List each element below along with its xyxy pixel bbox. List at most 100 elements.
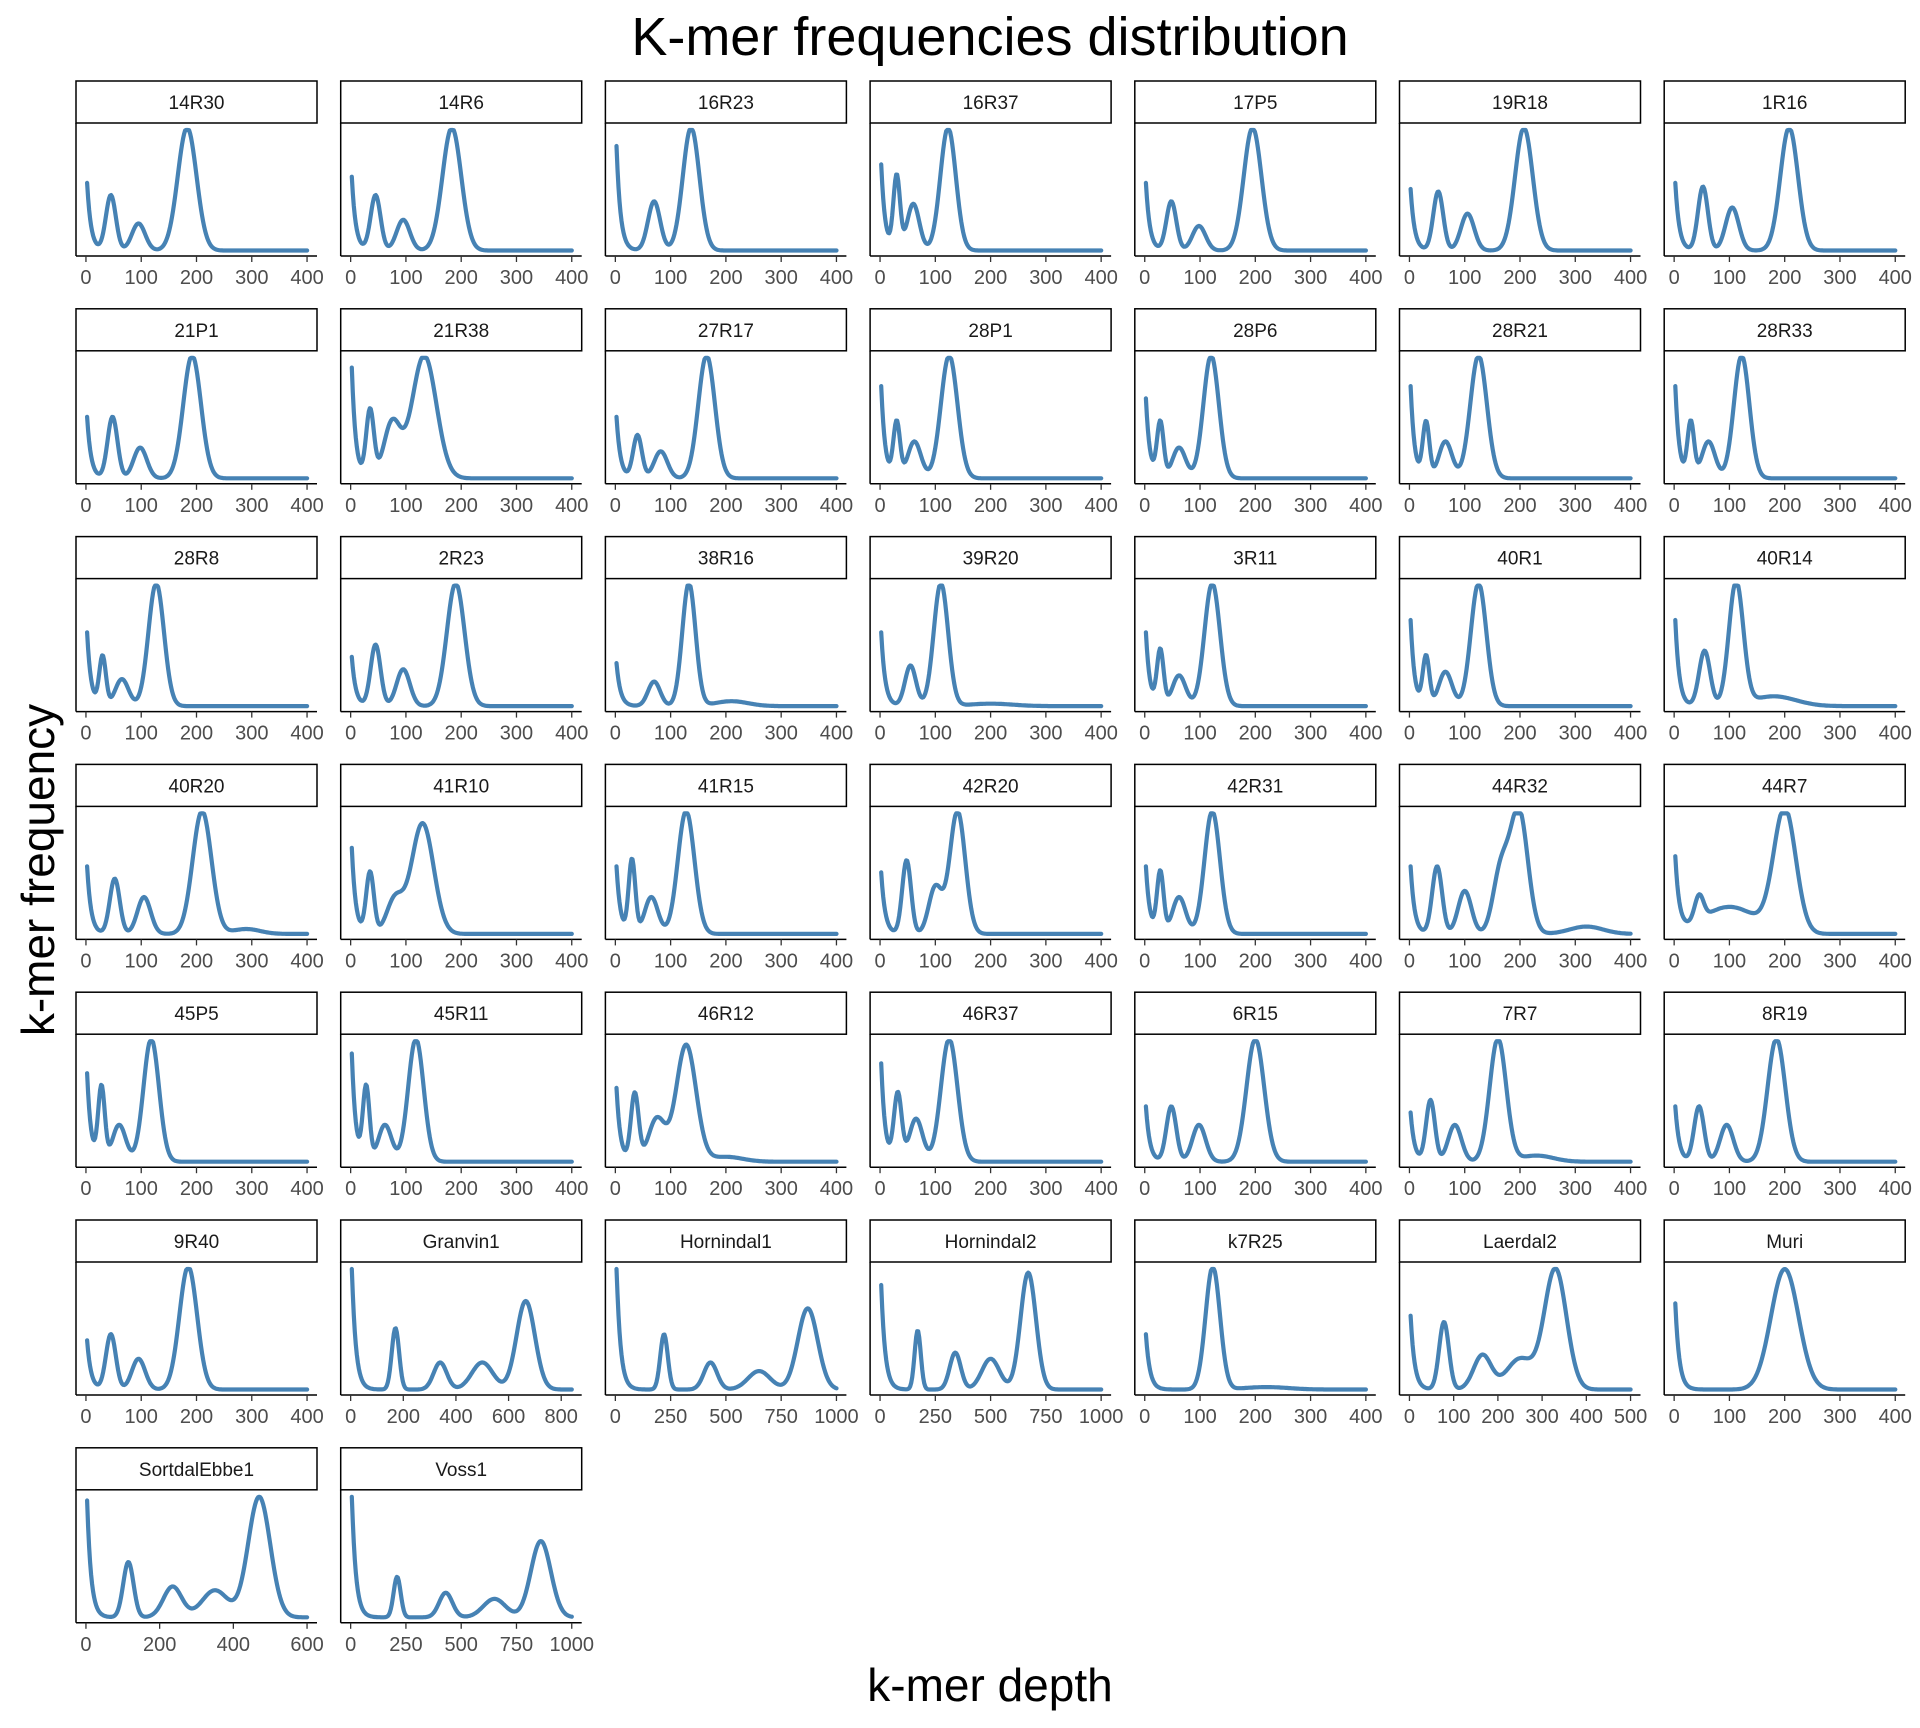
x-tick-label: 300 [1029,723,1062,745]
frequency-curve [1143,811,1368,936]
x-tick-label: 300 [1294,950,1327,972]
x-tick-label: 500 [709,1406,742,1428]
x-tick-label: 400 [1614,723,1647,745]
x-tick-label: 400 [1614,1178,1647,1200]
x-tick-label: 100 [125,1406,158,1428]
x-tick-label: 0 [1669,495,1680,517]
facet-strip [604,80,848,124]
facet-strip [1134,1219,1377,1263]
x-tick-label: 0 [610,495,621,517]
x-tick-label: 500 [1614,1406,1647,1428]
frequency-curve [879,811,1104,936]
facet-panel: 19R18 0 100 200 300 400 [1398,80,1647,289]
facet-label: 28P1 [968,321,1012,342]
x-tick-label: 0 [1404,1406,1415,1428]
facet-strip [75,763,318,808]
frequency-curve [614,127,839,253]
facet-panel: 16R37 0 100 200 300 400 [869,80,1118,289]
facet-panel: k7R25 0 100 200 300 400 [1134,1219,1383,1428]
facet-panel: SortdalEbbe1 0 200 400 600 [75,1447,324,1656]
frequency-curve [1143,583,1368,709]
facet-label: Hornindal1 [680,1232,772,1253]
x-tick-label: 300 [1559,495,1592,517]
facet-strip [75,1219,318,1263]
x-tick-label: 300 [1294,1406,1327,1428]
facet-strip [604,763,848,808]
x-tick-label: 100 [654,950,687,972]
frequency-curve [1673,355,1898,481]
x-tick-label: 200 [1239,267,1272,289]
x-tick-label: 100 [1448,267,1481,289]
x-tick-label: 300 [1029,1178,1062,1200]
facet-label: Hornindal2 [945,1232,1037,1253]
x-tick-label: 100 [919,495,952,517]
x-tick-label: 300 [1559,723,1592,745]
frequency-curve [879,1270,1104,1392]
facet-strip [1663,80,1906,124]
facet-panel: Laerdal2 0 100 200 300 400 500 [1398,1219,1647,1428]
x-tick-label: 300 [1029,950,1062,972]
facet-strip [869,1219,1112,1263]
x-tick-label: 0 [1404,950,1415,972]
facet-label: 9R40 [174,1232,219,1253]
frequency-curve [614,583,839,709]
facet-strip [1134,535,1377,580]
x-tick-label: 250 [919,1406,952,1428]
x-tick-label: 300 [1559,1178,1592,1200]
facet-strip [1134,763,1377,808]
facet-strip [1398,80,1642,124]
facet-strip [75,308,318,352]
x-tick-label: 0 [1669,1178,1680,1200]
x-tick-label: 0 [345,1406,356,1428]
x-tick-label: 750 [500,1634,533,1656]
x-tick-label: 400 [1349,723,1382,745]
facet-panel: 2R23 0 100 200 300 400 [339,535,588,745]
x-tick-label: 400 [1879,1406,1912,1428]
facet-panel: 28R33 0 100 200 300 400 [1663,308,1912,517]
facet-strip [1398,535,1642,580]
x-tick-label: 300 [1029,267,1062,289]
frequency-curve [349,583,574,709]
x-tick-label: 400 [290,950,323,972]
x-tick-label: 200 [974,1178,1007,1200]
x-tick-label: 200 [445,950,478,972]
x-tick-label: 200 [1503,723,1536,745]
x-tick-label: 200 [1768,1406,1801,1428]
x-tick-label: 0 [874,267,885,289]
facet-strip [339,1219,583,1263]
x-tick-label: 100 [1448,950,1481,972]
x-tick-label: 0 [1139,1406,1150,1428]
facet-strip [869,991,1112,1035]
x-tick-label: 400 [555,1178,588,1200]
x-tick-label: 200 [709,1178,742,1200]
x-tick-label: 200 [180,723,213,745]
facet-panel: 3R11 0 100 200 300 400 [1134,535,1383,745]
facet-panel: 28R8 0 100 200 300 400 [75,535,324,745]
x-tick-label: 300 [1823,1406,1856,1428]
chart-title: K-mer frequencies distribution [631,7,1349,67]
facet-strip [1398,763,1642,808]
frequency-curve [349,127,574,253]
facet-panel: 28P6 0 100 200 300 400 [1134,308,1383,517]
frequency-curve [1143,127,1368,253]
x-tick-label: 400 [1084,495,1117,517]
facet-strip [339,1447,583,1491]
facet-panel: 8R19 0 100 200 300 400 [1663,991,1912,1200]
x-tick-label: 0 [874,495,885,517]
facet-label: 40R20 [169,776,225,797]
facet-label: SortdalEbbe1 [139,1460,254,1481]
frequency-curve [349,355,574,481]
x-tick-label: 400 [1349,950,1382,972]
x-tick-label: 300 [235,267,268,289]
x-tick-label: 400 [1084,267,1117,289]
frequency-curve [85,811,310,936]
x-tick-label: 250 [654,1406,687,1428]
x-tick-label: 400 [1879,723,1912,745]
x-tick-label: 400 [1084,723,1117,745]
x-tick-label: 200 [1239,495,1272,517]
facet-label: 38R16 [698,549,754,570]
facet-strip [339,763,583,808]
x-tick-label: 200 [1768,495,1801,517]
x-tick-label: 200 [1503,1178,1536,1200]
x-tick-label: 400 [555,495,588,517]
